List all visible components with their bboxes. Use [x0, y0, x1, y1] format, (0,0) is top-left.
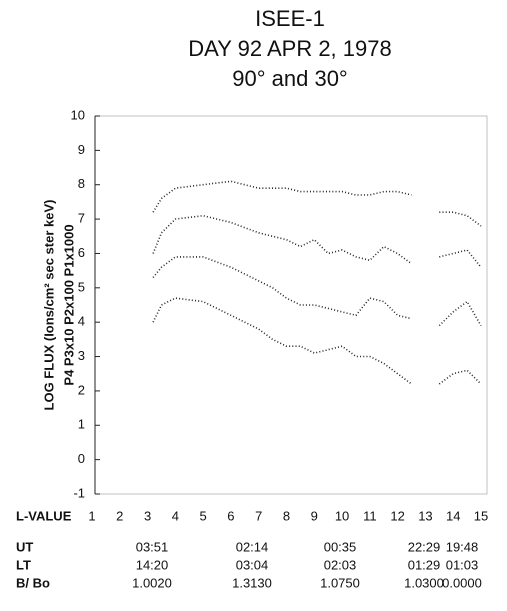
cell: 0.0000: [442, 575, 482, 590]
y-tick-label: 3: [78, 348, 85, 363]
x-tick-label: 15: [474, 508, 488, 523]
cell: 03:51: [136, 539, 169, 554]
cell: 01:03: [446, 557, 479, 572]
y-tick-label: 5: [78, 279, 85, 294]
plot-frame: [94, 115, 488, 495]
cell: 1.3130: [232, 575, 272, 590]
row-label: UT: [16, 539, 33, 554]
x-tick-label: 8: [283, 508, 290, 523]
cell: 1.0300: [404, 575, 444, 590]
x-tick-label: 13: [418, 508, 432, 523]
y-tick-label: 9: [78, 142, 85, 157]
y-tick-label: 1: [78, 417, 85, 432]
cell: 1.0750: [320, 575, 360, 590]
cell: 14:20: [136, 557, 169, 572]
x-tick-label: 3: [144, 508, 151, 523]
x-tick-label: 7: [255, 508, 262, 523]
series-line: [152, 214, 482, 268]
cell: 02:14: [236, 539, 269, 554]
x-tick-label: 6: [227, 508, 234, 523]
y-axis-label: LOG FLUX (Ions/cm² sec ster keV): [41, 200, 56, 411]
x-tick-label: 2: [116, 508, 123, 523]
x-tick-label: 9: [311, 508, 318, 523]
x-tick-label: 4: [172, 508, 179, 523]
y-tick-label: 8: [78, 176, 85, 191]
y-axis-label: P4 P3x10 P2x100 P1x1000: [61, 224, 76, 385]
x-tick-label: 1: [88, 508, 95, 523]
x-tick-label: 11: [363, 508, 377, 523]
series-line: [152, 180, 482, 227]
cell: 01:29: [408, 557, 441, 572]
row-label: LT: [16, 557, 31, 572]
y-tick-label: 6: [78, 245, 85, 260]
cell: 1.0020: [132, 575, 172, 590]
x-tick-label: 12: [390, 508, 404, 523]
x-tick-label: 5: [200, 508, 207, 523]
series-line: [152, 256, 482, 327]
x-axis-label: L-VALUE: [16, 508, 72, 523]
chart-title: 90° and 30°: [232, 66, 347, 91]
chart-title: DAY 92 APR 2, 1978: [188, 36, 391, 61]
x-tick-label: 10: [335, 508, 349, 523]
y-tick-label: -1: [73, 485, 85, 500]
cell: 22:29: [408, 539, 441, 554]
row-label: B/ Bo: [16, 575, 50, 590]
series-line: [152, 297, 482, 385]
y-tick-label: 10: [71, 107, 85, 122]
y-tick-label: 7: [78, 211, 85, 226]
cell: 03:04: [236, 557, 269, 572]
y-tick-label: 0: [78, 451, 85, 466]
cell: 00:35: [324, 539, 357, 554]
cell: 02:03: [324, 557, 357, 572]
y-tick-label: 2: [78, 382, 85, 397]
chart-title: ISEE-1: [255, 6, 325, 31]
y-tick-label: 4: [78, 314, 85, 329]
cell: 19:48: [446, 539, 479, 554]
x-tick-label: 14: [446, 508, 460, 523]
